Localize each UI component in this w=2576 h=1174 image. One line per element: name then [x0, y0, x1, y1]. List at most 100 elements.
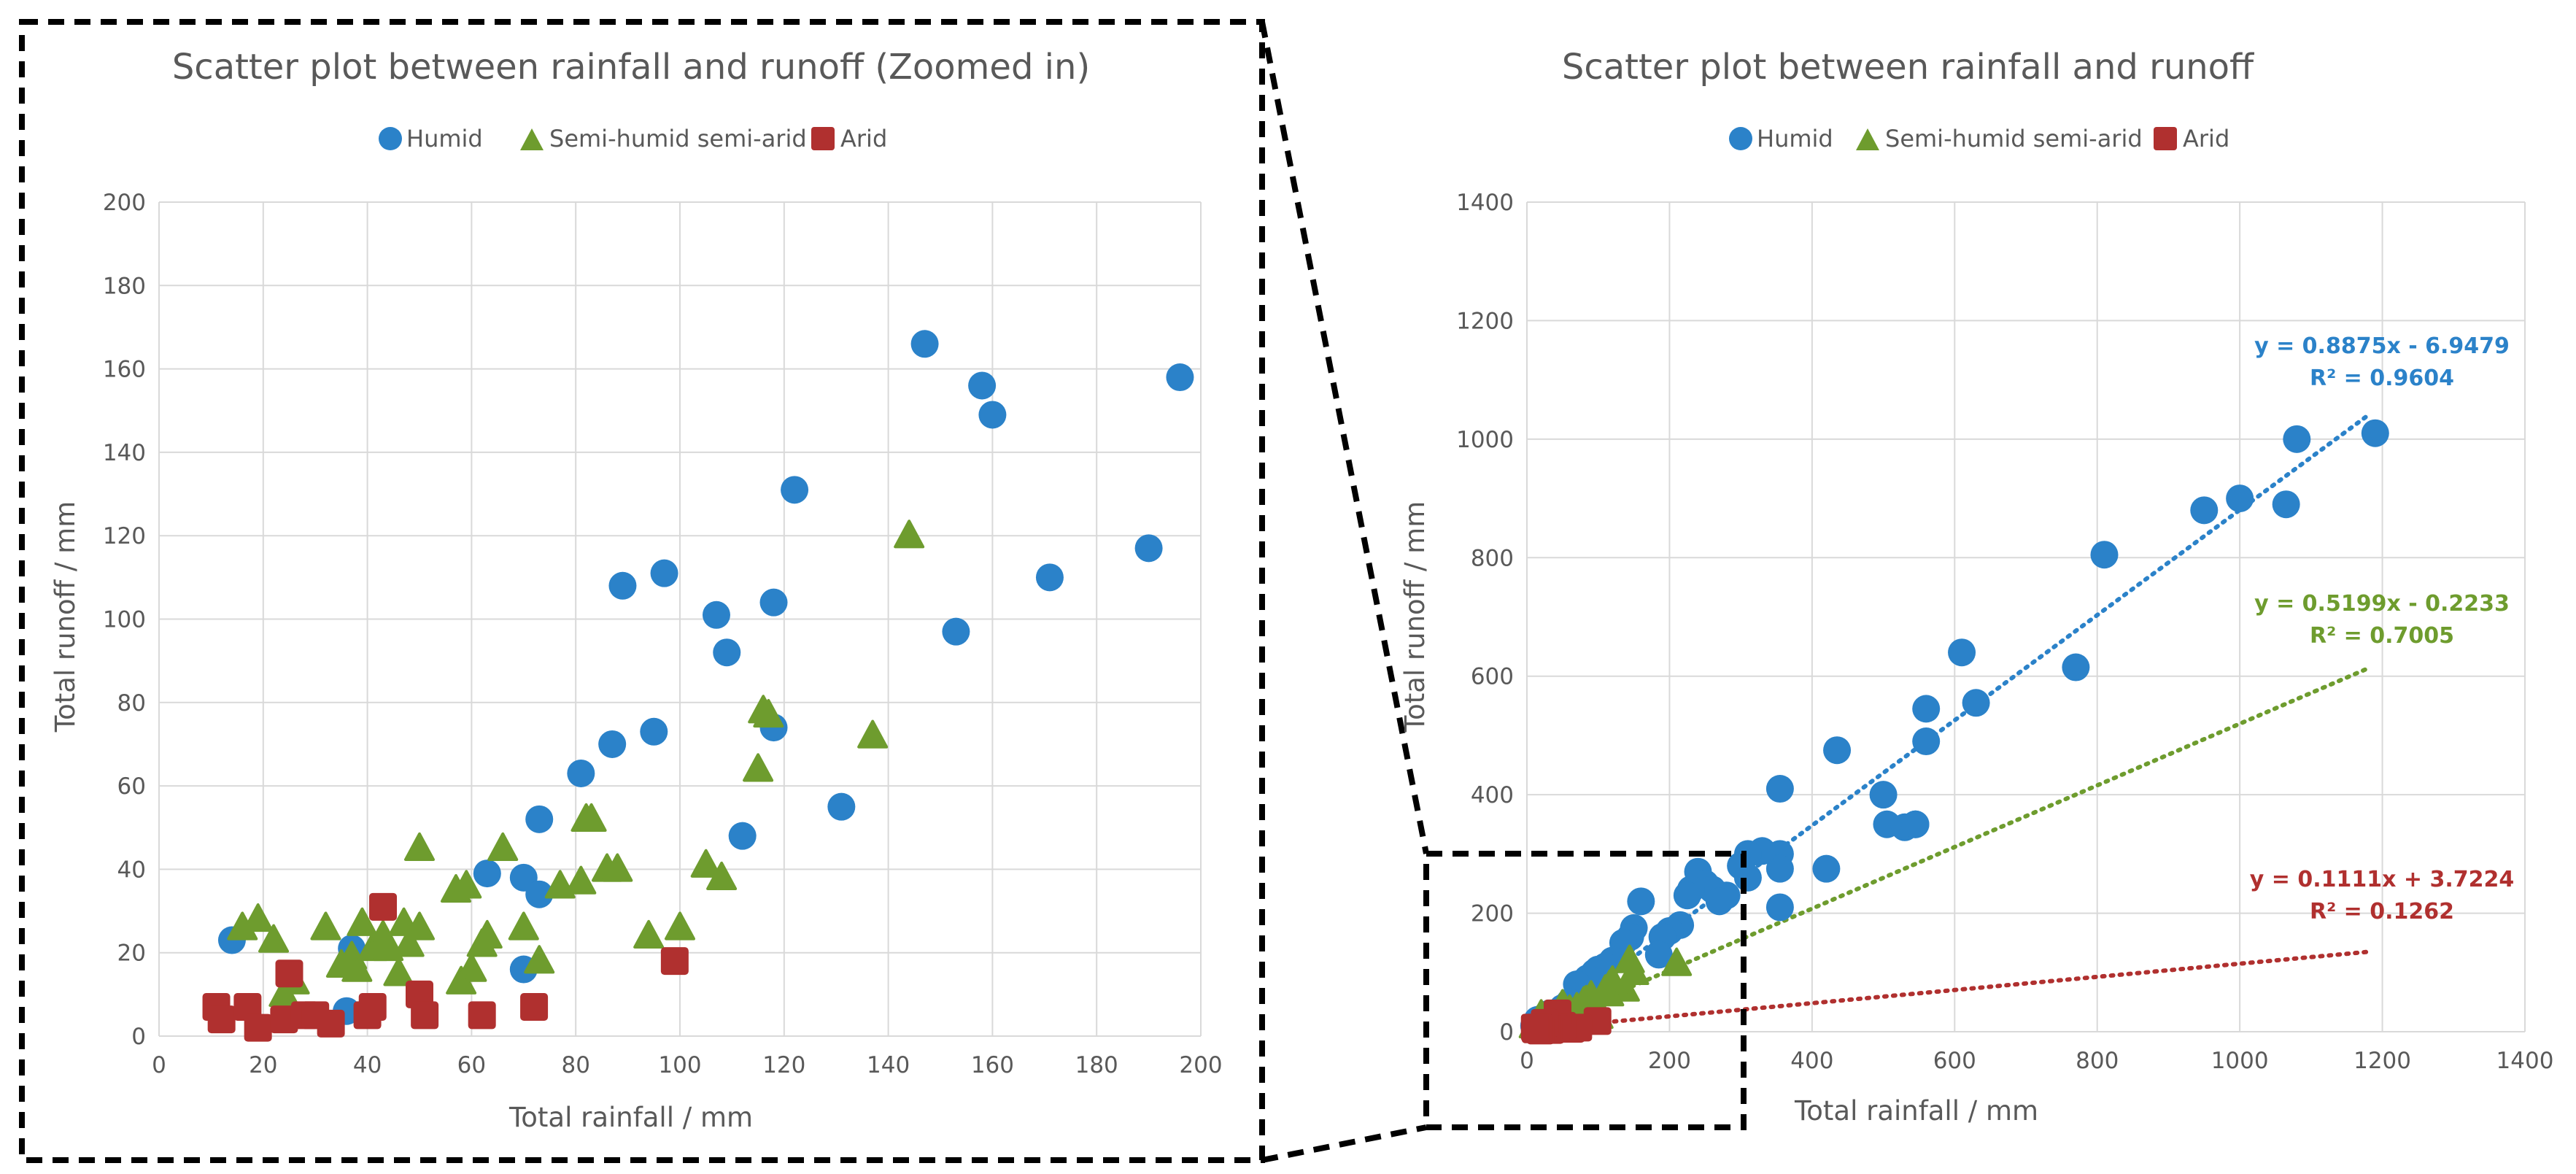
legend-arid-label: Arid	[840, 125, 887, 152]
zoom-frame-border	[19, 19, 1265, 1163]
arid-point	[275, 959, 303, 988]
humid-point	[1673, 881, 1701, 910]
zoomed-gridlines	[158, 201, 1202, 1037]
humid-point	[640, 717, 668, 746]
x-tick-label: 120	[762, 1052, 805, 1078]
semi-trend-equation: y = 0.5199x - 0.2233	[2254, 591, 2510, 617]
y-tick-label: 100	[103, 607, 146, 633]
semi-point	[451, 870, 482, 899]
y-tick-label: 1200	[1456, 308, 1514, 334]
semi-point	[404, 832, 435, 862]
humid-point	[1765, 854, 1794, 883]
arid-point	[317, 1009, 345, 1038]
semi-point	[665, 911, 695, 941]
humid-point	[1823, 736, 1852, 765]
semi-point	[602, 853, 633, 882]
y-tick-label: 0	[131, 1024, 146, 1050]
x-tick-label: 1200	[2353, 1048, 2411, 1074]
humid-point	[1901, 810, 1930, 838]
x-tick-label: 60	[457, 1052, 486, 1078]
humid-point	[2226, 484, 2254, 513]
humid-point	[1869, 781, 1898, 809]
y-tick-label: 120	[103, 523, 146, 549]
full-trend-equations: y = 0.8875x - 6.9479 R² = 0.9604 y = 0.5…	[2250, 333, 2515, 924]
semi-point	[743, 753, 774, 782]
humid-point	[2361, 419, 2389, 447]
zoomed-tick-labels: 0 20 40 60 80 100 120 140 160 180 200 0 20 40 60 80 100 1…	[103, 190, 1223, 1078]
humid-point	[827, 792, 856, 821]
zoomed-y-axis-label: Total runoff / mm	[50, 501, 81, 733]
humid-point	[942, 617, 970, 646]
semi-point	[325, 949, 357, 978]
legend-semi-label: Semi-humid semi-arid	[549, 125, 807, 152]
semi-point	[524, 945, 555, 974]
semi-point	[633, 919, 665, 949]
y-tick-label: 180	[103, 273, 146, 299]
y-tick-label: 1000	[1456, 427, 1514, 453]
semi-point	[706, 861, 738, 891]
humid-point	[2062, 653, 2090, 681]
humid-point	[598, 730, 627, 758]
humid-point	[1765, 893, 1794, 922]
humid-point	[1644, 941, 1673, 969]
semi-point	[393, 928, 425, 957]
y-tick-label: 80	[117, 690, 146, 717]
y-tick-label: 600	[1471, 664, 1514, 690]
semi-point	[258, 924, 290, 953]
y-tick-label: 400	[1471, 782, 1514, 808]
arid-point	[520, 992, 549, 1021]
arid-point	[660, 947, 689, 976]
humid-point	[713, 638, 741, 667]
humid-trend-r2: R² = 0.9604	[2310, 366, 2454, 391]
trendline	[1525, 949, 2371, 1032]
legend-humid-marker	[379, 127, 402, 150]
y-tick-label: 60	[117, 773, 146, 800]
humid-point	[1948, 638, 1976, 667]
full-chart-title: Scatter plot between rainfall and runoff	[1562, 47, 2254, 88]
y-tick-label: 200	[1471, 901, 1514, 927]
full-x-axis-label: Total rainfall / mm	[1794, 1095, 2038, 1127]
x-tick-label: 400	[1790, 1048, 1833, 1074]
arid-point	[406, 980, 433, 1008]
x-tick-label: 140	[867, 1052, 910, 1078]
humid-point	[525, 805, 554, 833]
semi-point	[373, 932, 404, 962]
humid-point	[1733, 863, 1762, 892]
humid-point	[2190, 496, 2219, 525]
semi-trend-r2: R² = 0.7005	[2310, 623, 2454, 649]
legend-humid-label: Humid	[406, 125, 483, 152]
humid-point	[978, 401, 1007, 429]
arid-point	[244, 1013, 272, 1042]
humid-point	[525, 880, 554, 908]
arid-point	[411, 1001, 439, 1030]
legend-semi-marker	[520, 128, 544, 150]
y-tick-label: 40	[117, 857, 146, 883]
arid-trend-equation: y = 0.1111x + 3.7224	[2250, 867, 2515, 892]
zoomed-chart-title: Scatter plot between rainfall and runoff…	[172, 47, 1090, 88]
zoom-connector-bottom	[1261, 1124, 1427, 1163]
y-tick-label: 200	[103, 190, 146, 216]
humid-point	[1627, 887, 1655, 916]
x-tick-label: 80	[561, 1052, 589, 1078]
x-tick-label: 600	[1933, 1048, 1976, 1074]
humid-point	[2272, 490, 2300, 519]
full-tick-labels: 0 200 400 600 800 1000 1200 1400 0 200 400 600 800 10…	[1456, 190, 2553, 1074]
zoomed-legend: Humid Semi-humid semi-arid Arid	[379, 125, 887, 152]
semi-point	[242, 903, 274, 932]
arid-point	[233, 992, 262, 1021]
humid-point	[1765, 775, 1794, 803]
legend-humid-marker	[1729, 127, 1752, 150]
arid-point	[468, 1001, 496, 1030]
x-tick-label: 180	[1075, 1052, 1118, 1078]
zoom-region-box	[1423, 851, 1747, 1130]
zoom-connector-top	[1259, 21, 1429, 854]
y-tick-label: 0	[1499, 1019, 1514, 1046]
zoomed-chart: Scatter plot between rainfall and runoff…	[19, 19, 1265, 1163]
humid-point	[1812, 854, 1841, 883]
full-chart: Scatter plot between rainfall and runoff…	[1399, 47, 2553, 1130]
humid-point	[567, 759, 595, 787]
semi-point	[565, 865, 597, 895]
humid-point	[473, 860, 501, 888]
semi-point	[487, 832, 519, 862]
semi-point	[570, 803, 602, 833]
